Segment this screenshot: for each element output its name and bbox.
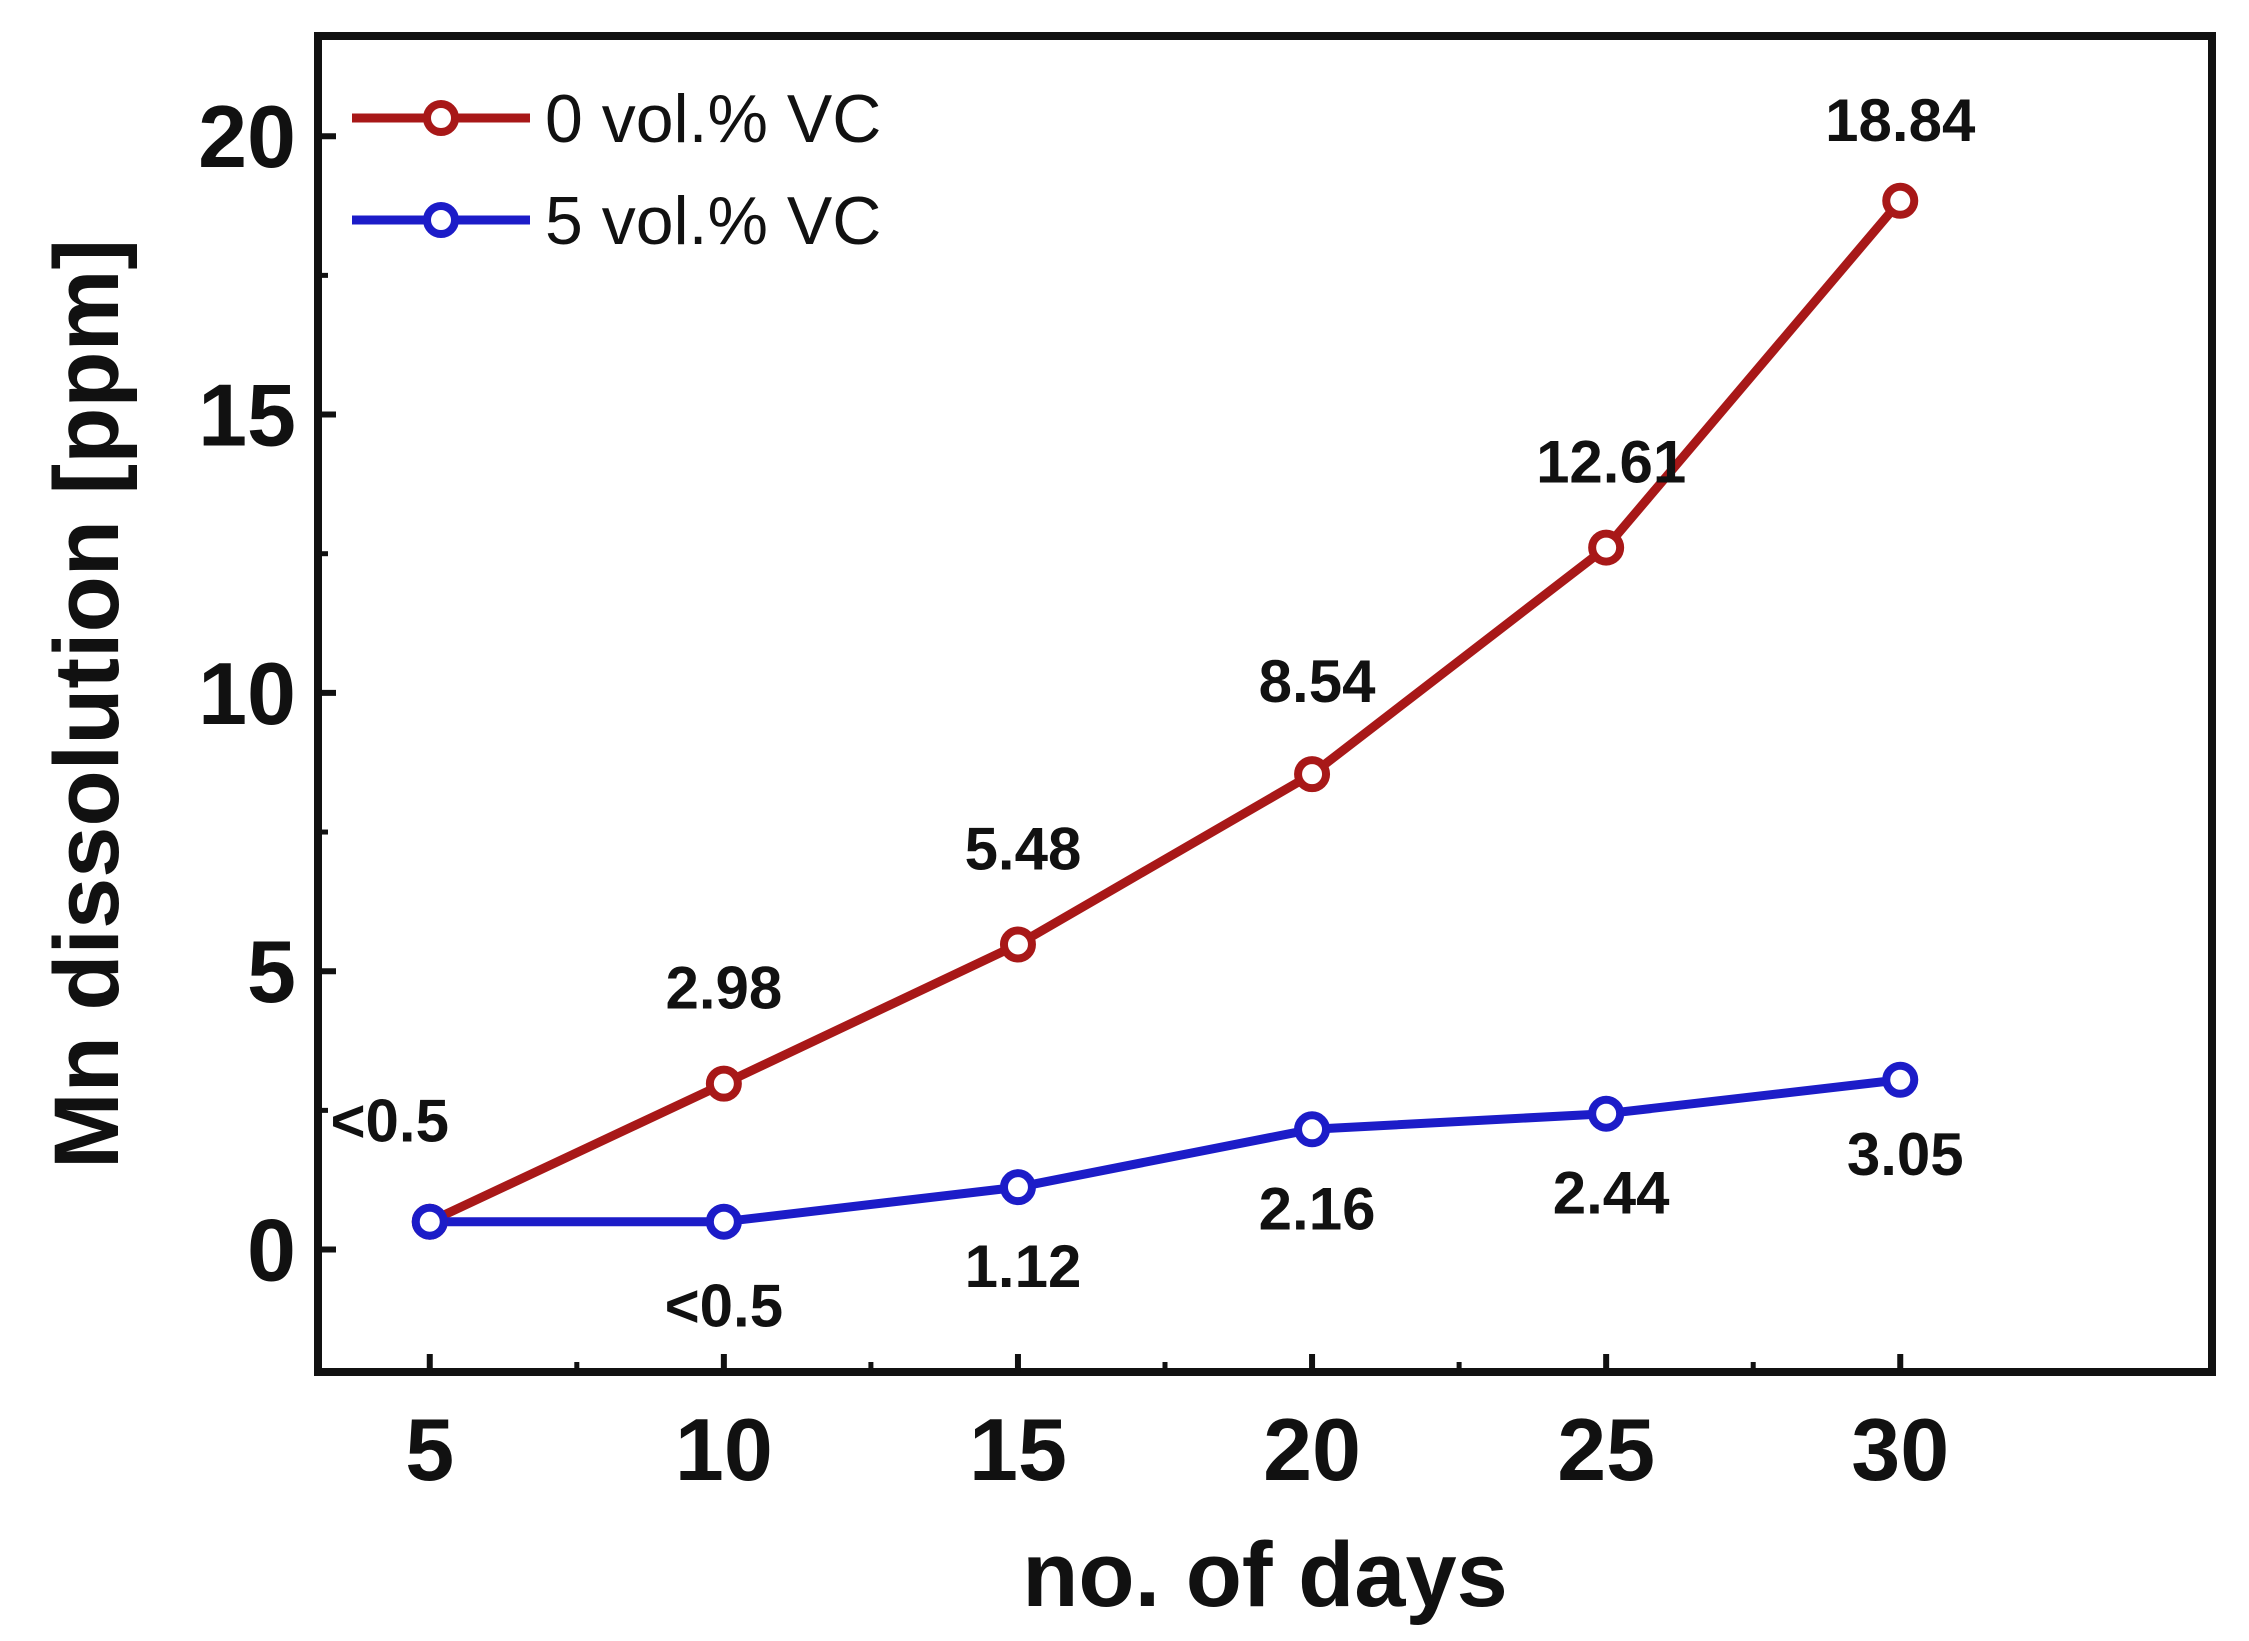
legend-entry: 0 vol.% VC: [545, 81, 881, 157]
data-label: <0.5: [331, 1088, 449, 1155]
x-tick-label: 10: [675, 1400, 773, 1499]
series-line-1: [429, 1075, 1901, 1227]
legend-marker: [423, 202, 459, 238]
series-layer: [411, 182, 1919, 1240]
legend: 0 vol.% VC 5 vol.% VC: [352, 81, 881, 259]
y-tick-label: 10: [198, 644, 296, 743]
y-axis: 0 5 10 15 20: [198, 87, 336, 1300]
data-label: 12.61: [1536, 429, 1686, 496]
data-label: 2.44: [1553, 1160, 1670, 1227]
y-axis-title: Mn dissolution [ppm]: [36, 239, 138, 1169]
x-tick-label: 25: [1557, 1400, 1655, 1499]
data-labels: <0.5 2.98 5.48 8.54 12.61 18.84 <0.5 1.12 2.16 2.…: [331, 87, 1976, 1340]
legend-entry: 5 vol.% VC: [545, 183, 881, 259]
data-point: [411, 1203, 448, 1240]
plot-border: [314, 32, 2216, 1376]
data-label: 8.54: [1259, 648, 1376, 715]
data-point: [705, 1203, 742, 1240]
x-tick-label: 5: [405, 1400, 454, 1499]
data-point: [999, 1169, 1036, 1206]
data-label: 1.12: [965, 1233, 1082, 1300]
data-point: [1588, 529, 1625, 566]
data-point: [1882, 1061, 1919, 1098]
y-tick-label: 20: [198, 87, 296, 186]
x-tick-label: 30: [1851, 1400, 1949, 1499]
plot-area: [314, 32, 2216, 1376]
data-point: [1588, 1095, 1625, 1132]
data-label: 18.84: [1825, 87, 1976, 154]
y-tick-label: 0: [247, 1201, 296, 1300]
data-point: [1294, 1111, 1331, 1148]
data-point: [999, 926, 1036, 963]
data-label: 2.16: [1259, 1175, 1376, 1242]
x-tick-label: 15: [969, 1400, 1067, 1499]
data-label: 2.98: [665, 955, 782, 1022]
data-point: [1882, 182, 1919, 219]
data-label: <0.5: [665, 1273, 783, 1340]
x-tick-label: 20: [1263, 1400, 1361, 1499]
x-axis: 5 10 15 20 25 30: [405, 1354, 1949, 1499]
legend-marker: [423, 100, 459, 136]
data-label: 3.05: [1847, 1121, 1964, 1188]
data-point: [705, 1065, 742, 1102]
data-point: [1294, 756, 1331, 793]
data-label: 5.48: [965, 815, 1082, 882]
y-tick-label: 5: [247, 922, 296, 1021]
series-line-0: [427, 197, 1904, 1226]
x-axis-title: no. of days: [1022, 1524, 1508, 1626]
y-tick-label: 15: [198, 366, 296, 465]
